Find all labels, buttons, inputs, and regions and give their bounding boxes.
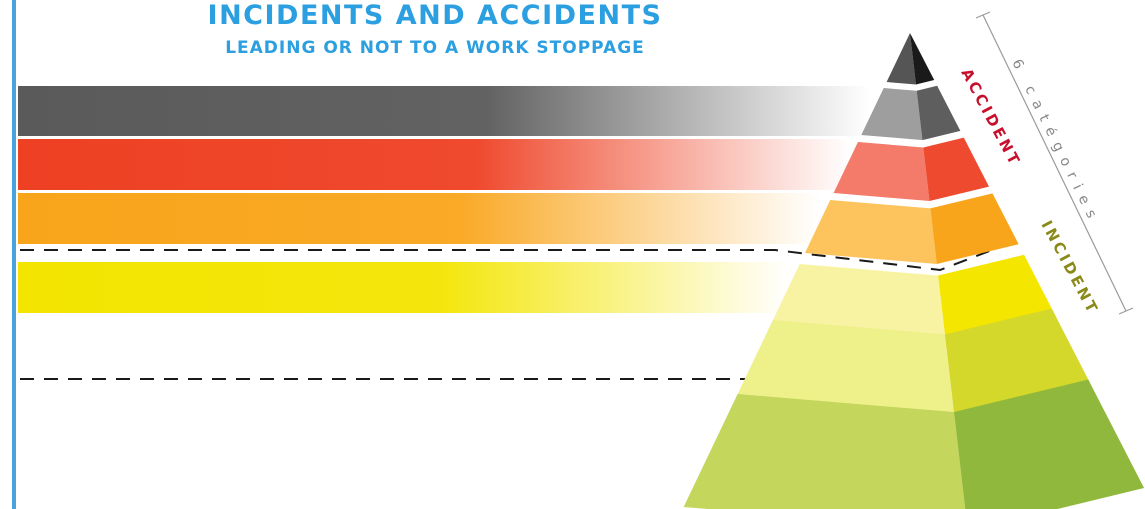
band-level-4 (18, 193, 820, 244)
pyramid-tier-level-4 (804, 193, 1019, 264)
label-categories: 6 catégories (1008, 57, 1102, 228)
pyramid (683, 33, 1145, 509)
pyramid-tier-level-3 (833, 137, 990, 201)
pyramid-tier-level-1 (886, 33, 935, 85)
band-level-3 (18, 139, 850, 190)
pyramid-tier-level-7 (683, 379, 1145, 509)
band-level-2 (18, 86, 870, 136)
left-rule (12, 0, 16, 509)
divider-accident-incident (20, 239, 1019, 272)
band-level-5 (18, 262, 790, 313)
page-subtitle: LEADING OR NOT TO A WORK STOPPAGE (225, 38, 645, 58)
bands (18, 86, 870, 313)
page-title: INCIDENTS AND ACCIDENTS (207, 0, 663, 31)
categories-bracket (975, 11, 1134, 315)
pyramid-tier-level-2 (861, 85, 961, 141)
